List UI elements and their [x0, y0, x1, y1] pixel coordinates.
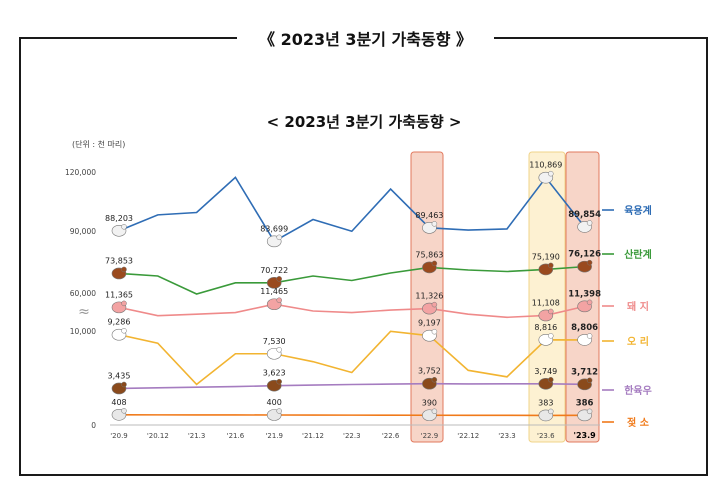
axis-break-mark: ≈ — [78, 304, 90, 320]
data-label: 3,435 — [108, 371, 131, 380]
pig-icon — [266, 297, 282, 311]
unit-label: (단위 : 천 마리) — [72, 139, 125, 149]
x-tick-label: '20.9 — [110, 432, 128, 440]
chicken-icon — [422, 221, 438, 234]
dairy-cow-icon — [111, 408, 127, 421]
chicken-icon — [111, 224, 127, 237]
x-tick-label: '21.6 — [227, 432, 245, 440]
hen-icon — [422, 260, 438, 274]
data-label: 11,365 — [105, 290, 133, 299]
y-tick-label: 120,000 — [65, 168, 96, 177]
data-label: 3,749 — [534, 367, 557, 376]
cow-icon — [577, 377, 593, 391]
x-tick-label: '22.6 — [382, 432, 400, 440]
data-label: 89,463 — [415, 211, 443, 220]
x-tick-label: '22.9 — [421, 432, 439, 440]
cow-icon — [266, 378, 282, 392]
data-label: 408 — [111, 398, 126, 407]
pig-icon — [577, 299, 593, 313]
x-tick-label: '21.9 — [265, 432, 283, 440]
title-rule-right — [494, 37, 708, 39]
x-tick-label: '23.9 — [574, 431, 597, 440]
title-rule-left — [19, 37, 237, 39]
data-label: 3,712 — [571, 367, 598, 377]
cow-icon — [538, 377, 554, 390]
pig-icon — [111, 300, 127, 314]
data-label: 88,203 — [105, 214, 133, 223]
data-label: 7,530 — [263, 337, 286, 346]
data-label: 89,854 — [568, 210, 601, 220]
series-line-오리 — [118, 330, 585, 386]
hen-icon — [111, 266, 127, 280]
duck-icon — [538, 333, 554, 346]
duck-icon — [577, 333, 593, 346]
cow-icon — [111, 381, 127, 395]
duck-icon — [422, 328, 438, 342]
x-tick-label: '23.3 — [498, 432, 516, 440]
x-tick-label: '21.12 — [302, 432, 324, 440]
pig-icon — [538, 308, 554, 322]
data-label: 73,853 — [105, 256, 133, 265]
dairy-cow-icon — [266, 408, 282, 421]
hen-icon — [266, 276, 282, 289]
chart-title: < 2023년 3분기 가축동향 > — [267, 113, 462, 131]
legend-label: 한육우 — [624, 385, 652, 397]
data-label: 390 — [422, 398, 437, 407]
series-line-한육우 — [118, 382, 585, 390]
data-label: 75,863 — [415, 250, 443, 259]
data-label: 11,398 — [568, 289, 601, 299]
chart-frame — [19, 38, 708, 476]
duck-icon — [266, 347, 282, 360]
data-label: 83,699 — [260, 224, 288, 233]
series-line-산란계 — [118, 265, 585, 295]
legend-label: 산란계 — [624, 248, 652, 261]
dairy-cow-icon — [422, 408, 438, 422]
x-tick-label: '21.3 — [188, 432, 206, 440]
data-label: 383 — [538, 398, 553, 407]
cow-icon — [422, 376, 438, 390]
series-line-젖소 — [118, 413, 585, 417]
x-tick-label: '22.3 — [343, 432, 361, 440]
x-tick-label: '23.6 — [537, 432, 555, 440]
data-label: 8,816 — [534, 323, 557, 332]
y-tick-label: 90,000 — [70, 227, 96, 236]
hen-icon — [577, 259, 593, 273]
highlight-box-23-6 — [528, 151, 566, 443]
data-label: 9,197 — [418, 319, 441, 328]
legend-label: 젖 소 — [627, 417, 649, 429]
chicken-icon — [538, 170, 554, 184]
dairy-cow-icon — [577, 408, 593, 422]
chicken-icon — [577, 220, 593, 233]
y-tick-label: 0 — [91, 421, 96, 430]
data-label: 70,722 — [260, 266, 288, 275]
data-label: 11,465 — [260, 287, 288, 296]
data-label: 9,286 — [108, 318, 131, 327]
data-label: 400 — [267, 398, 282, 407]
legend-label: 돼 지 — [627, 300, 649, 313]
series-line-돼지 — [118, 303, 585, 319]
data-label: 110,869 — [529, 161, 562, 170]
data-label: 8,806 — [571, 323, 598, 333]
x-tick-label: '20.12 — [147, 432, 169, 440]
legend-label: 육용계 — [624, 204, 652, 217]
y-tick-label: 60,000 — [70, 289, 96, 298]
dairy-cow-icon — [538, 408, 554, 422]
data-label: 76,126 — [568, 250, 601, 260]
y-tick-label: 10,000 — [70, 327, 96, 336]
x-tick-label: '22.12 — [457, 432, 479, 440]
pig-icon — [422, 301, 438, 315]
data-label: 3,752 — [418, 367, 441, 376]
data-label: 11,326 — [415, 292, 443, 301]
legend-label: 오 리 — [627, 335, 649, 348]
chicken-icon — [266, 234, 282, 248]
hen-icon — [538, 262, 554, 276]
data-label: 386 — [576, 398, 594, 408]
data-label: 3,623 — [263, 369, 286, 378]
data-label: 75,190 — [532, 252, 560, 261]
data-label: 11,108 — [532, 298, 560, 307]
duck-icon — [111, 327, 127, 341]
outer-title: 《 2023년 3분기 가축동향 》 — [259, 30, 472, 49]
series-line-육용계 — [118, 176, 586, 243]
